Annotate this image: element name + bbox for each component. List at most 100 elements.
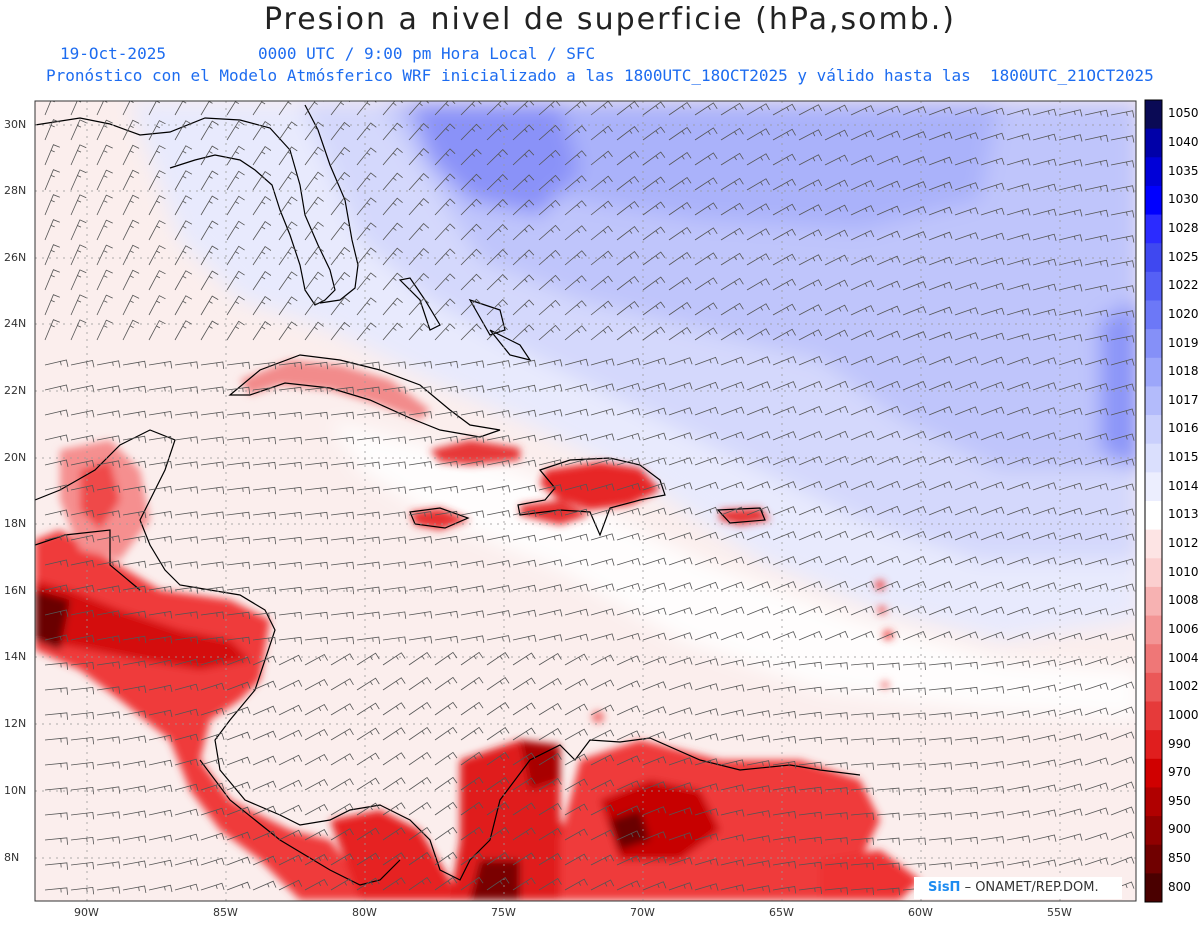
wind-barb <box>148 270 166 291</box>
wind-barb <box>668 507 693 516</box>
wind-barb <box>1006 308 1031 316</box>
wind-barb <box>720 531 745 541</box>
wind-barb <box>1058 582 1083 591</box>
wind-barb <box>538 677 562 691</box>
wind-barb <box>746 203 770 216</box>
wind-barb <box>122 560 147 569</box>
wind-barb <box>850 455 875 466</box>
wind-barb <box>434 410 459 419</box>
wind-barb <box>720 684 745 692</box>
wind-barb <box>44 787 68 795</box>
wind-barb <box>798 630 823 641</box>
wind-barb <box>304 703 329 716</box>
wind-barb <box>148 809 173 818</box>
wind-barb <box>590 754 615 766</box>
wind-barb <box>486 224 508 241</box>
wind-barb <box>460 635 485 643</box>
wind-barb <box>850 787 874 795</box>
wind-barb <box>70 610 95 618</box>
wind-barb <box>148 120 166 141</box>
wind-barb <box>226 461 251 470</box>
wind-barb <box>720 152 744 166</box>
lat-label-26n: 26N <box>4 251 27 264</box>
lon-label-70w: 70W <box>630 906 655 919</box>
wind-barb <box>382 172 403 191</box>
wind-barb <box>1058 507 1083 516</box>
lat-label-22n: 22N <box>4 384 27 397</box>
wind-barb <box>512 652 536 666</box>
wind-barb <box>382 702 406 716</box>
wind-barb <box>720 556 745 566</box>
wind-barb <box>746 456 771 466</box>
map-title: Presion a nivel de superficie (hPa,somb.… <box>263 2 957 37</box>
lon-label-60w: 60W <box>908 906 933 919</box>
wind-barb <box>564 878 588 891</box>
wind-barb <box>876 787 900 796</box>
wind-barb <box>330 653 354 666</box>
wind-barb <box>928 131 953 141</box>
wind-barb <box>148 145 166 166</box>
wind-barb <box>538 149 561 166</box>
wind-barb <box>1084 558 1109 566</box>
wind-barb <box>460 148 482 166</box>
wind-barb <box>746 885 771 893</box>
wind-barb <box>720 302 744 316</box>
wind-barb <box>798 430 823 441</box>
wind-barb <box>44 194 60 216</box>
wind-barb <box>96 661 121 669</box>
wind-barb <box>330 321 351 341</box>
wind-barb <box>122 385 147 394</box>
wind-barb <box>720 659 745 667</box>
colorbar-label: 1013 <box>1168 507 1199 522</box>
wind-barb <box>122 810 147 818</box>
lat-label-28n: 28N <box>4 184 27 197</box>
wind-barb <box>330 411 355 420</box>
wind-barb <box>434 801 458 816</box>
wind-barb <box>1006 531 1031 541</box>
wind-barb <box>824 687 848 695</box>
wind-barb <box>1032 308 1057 317</box>
wind-barb <box>850 580 875 591</box>
wind-barb <box>330 753 354 766</box>
wind-barb <box>876 687 900 696</box>
wind-barb <box>356 877 380 891</box>
wind-barb <box>252 101 266 116</box>
wind-barb <box>564 225 587 241</box>
wind-barb <box>486 802 510 816</box>
wind-barb <box>356 511 381 520</box>
wind-barb <box>1006 158 1031 166</box>
wind-barb <box>382 511 407 519</box>
wind-barb <box>642 856 667 866</box>
wind-barb <box>304 611 329 620</box>
wind-barb <box>798 229 823 241</box>
wind-barb <box>356 777 380 791</box>
wind-barb <box>1110 533 1135 541</box>
wind-barb <box>460 610 485 618</box>
wind-barb <box>616 483 641 491</box>
wind-barb <box>928 256 953 266</box>
colorbar-swatch <box>1145 730 1162 760</box>
wind-barb <box>746 406 771 416</box>
wind-barb <box>356 122 377 141</box>
wind-barb <box>1006 381 1031 391</box>
wind-barb <box>382 586 407 594</box>
wind-barb <box>928 381 953 391</box>
wind-barb <box>200 636 225 644</box>
wind-barb <box>590 879 615 891</box>
wind-barb <box>434 435 459 444</box>
wind-barb <box>1110 558 1135 566</box>
wind-barb <box>1084 682 1109 691</box>
wind-barb <box>1006 481 1031 491</box>
wind-barb <box>96 119 113 141</box>
wind-barb <box>668 682 693 691</box>
wind-barb <box>720 277 744 291</box>
wind-barb <box>798 711 823 720</box>
wind-barb <box>616 755 641 766</box>
wind-barb <box>278 586 303 595</box>
wind-barb <box>1110 656 1135 666</box>
wind-barb <box>70 269 87 291</box>
wind-barb <box>590 854 615 866</box>
wind-barb <box>590 679 615 691</box>
wind-barb <box>226 656 251 666</box>
wind-barb <box>278 361 303 370</box>
